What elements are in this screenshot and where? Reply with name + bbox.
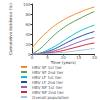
svg-text:10: 10 [61,55,67,60]
svg-text:0: 0 [28,51,31,57]
svg-text:5: 5 [46,55,49,60]
svg-text:HBV SF 2nd tier: HBV SF 2nd tier [32,69,64,75]
svg-text:HBV NF 2nd tier: HBV NF 2nd tier [32,89,64,95]
svg-text:Time (years): Time (years) [50,59,76,65]
svg-text:80: 80 [25,12,31,17]
svg-text:Cumulative incidence (%): Cumulative incidence (%) [8,3,13,55]
svg-text:15: 15 [76,55,82,60]
svg-text:60: 60 [25,22,31,27]
svg-text:HBV LF 1st tier: HBV LF 1st tier [32,74,62,80]
svg-text:20: 20 [25,42,31,47]
svg-text:0: 0 [31,55,34,60]
svg-text:40: 40 [25,32,31,37]
svg-text:HBV LF 2nd tier: HBV LF 2nd tier [32,79,64,85]
svg-text:20: 20 [92,55,98,60]
svg-text:100: 100 [23,2,31,7]
svg-text:Overall population: Overall population [32,95,69,100]
svg-text:HBV NF 1st tier: HBV NF 1st tier [32,84,63,90]
svg-text:HBV SF 1st tier: HBV SF 1st tier [32,64,62,70]
